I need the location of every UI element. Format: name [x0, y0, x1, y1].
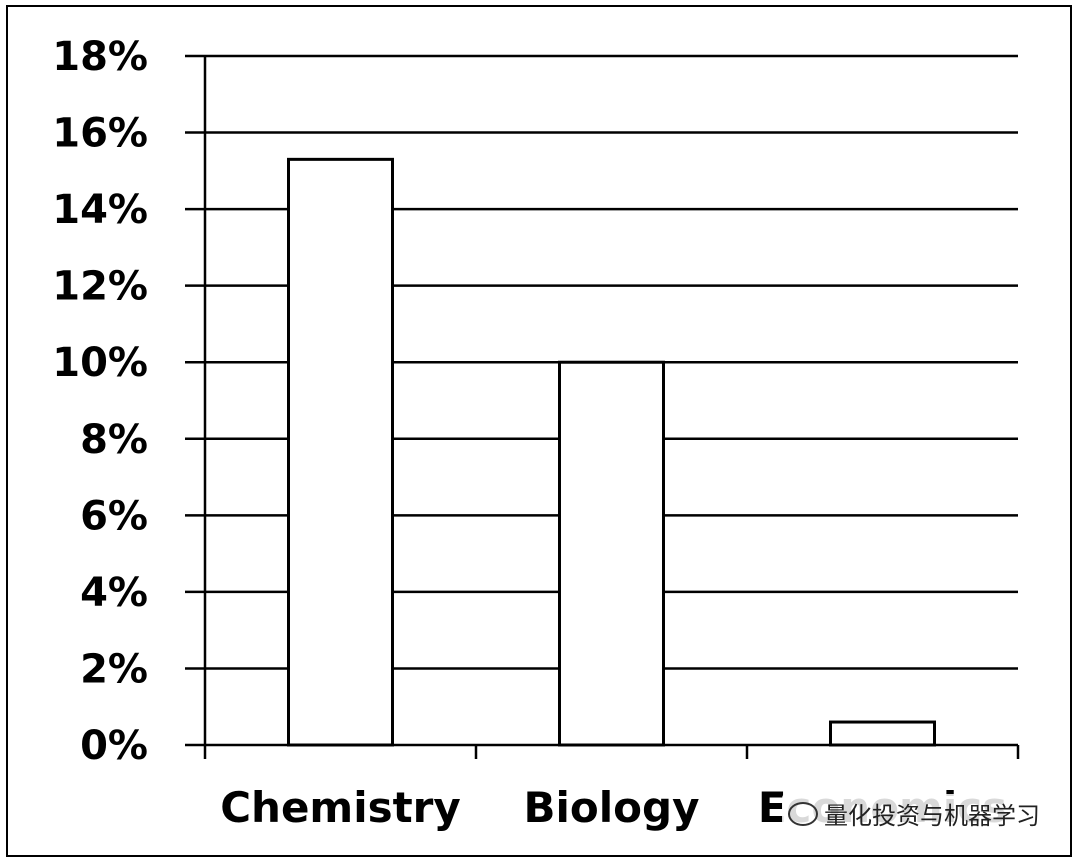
y-tick-label: 8%: [80, 417, 148, 463]
y-tick-label: 0%: [80, 723, 148, 769]
bars: [287, 157, 936, 747]
y-tick-label: 14%: [52, 187, 148, 233]
bar-chemistry: [287, 157, 394, 747]
y-tick-label: 2%: [80, 646, 148, 692]
watermark: 量化投资与机器学习: [782, 794, 1046, 833]
chart-frame: [6, 5, 1072, 857]
axes: [203, 56, 1020, 759]
y-tick-label: 10%: [52, 340, 148, 386]
y-tick-labels: 0% 2% 4% 6% 8% 10% 12% 14% 16% 18%: [52, 34, 148, 769]
bar-economics: [829, 720, 936, 747]
watermark-text: 量化投资与机器学习: [824, 802, 1040, 830]
y-tick-label: 12%: [52, 264, 148, 310]
y-tick-label: 4%: [80, 570, 148, 616]
x-category-label: Biology: [524, 783, 700, 832]
wechat-icon: [788, 801, 818, 826]
y-tick-label: 18%: [52, 34, 148, 80]
y-tick-label: 16%: [52, 111, 148, 157]
y-tick-label: 6%: [80, 493, 148, 539]
bar-biology: [558, 360, 665, 747]
x-category-label: Chemistry: [220, 783, 461, 832]
